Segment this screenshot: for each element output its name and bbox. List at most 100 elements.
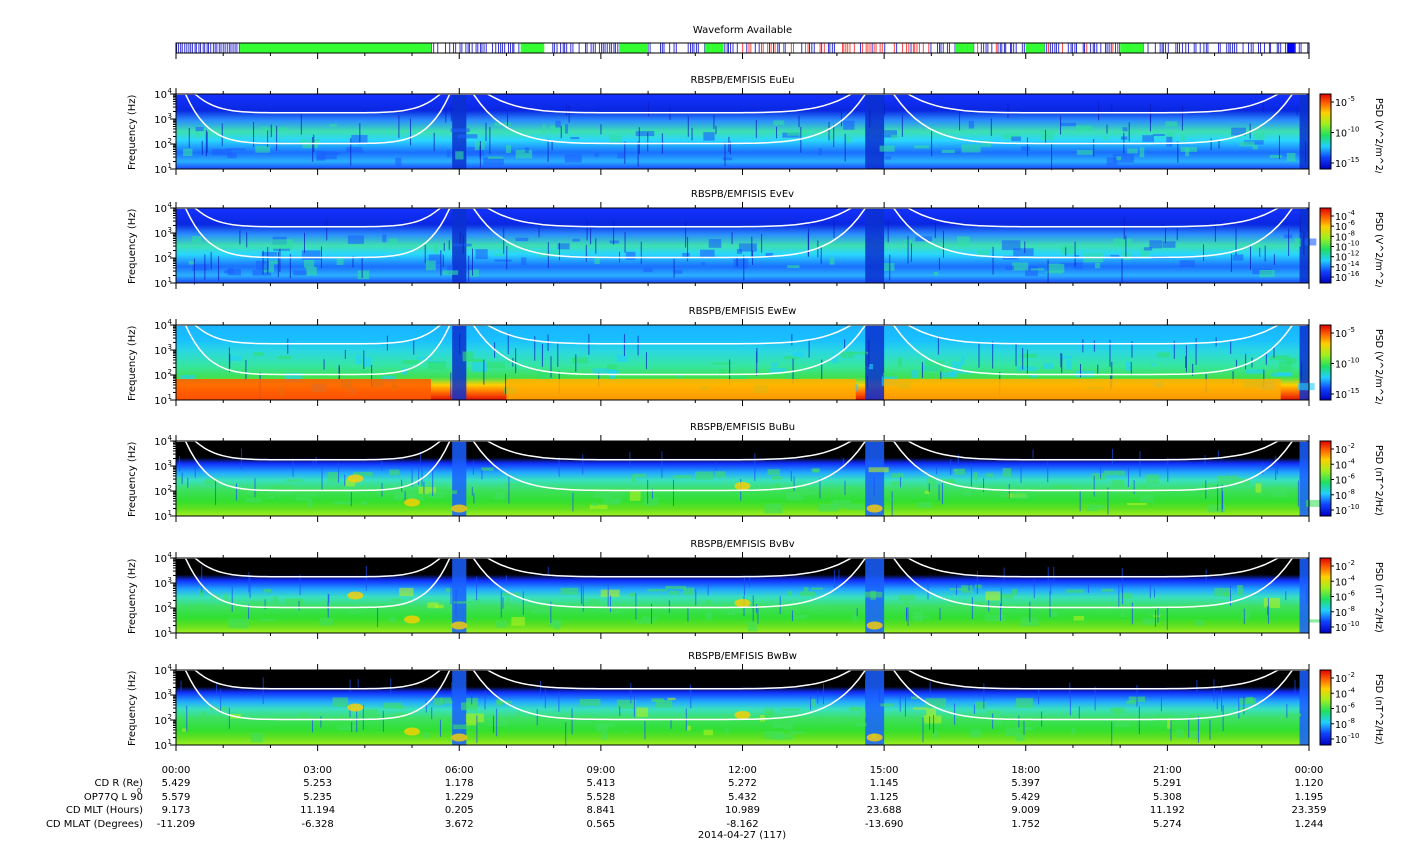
emission-patch — [211, 148, 232, 156]
emission-patch — [622, 730, 627, 733]
emission-patch — [636, 707, 648, 717]
cyclotron-curve — [176, 669, 460, 721]
emission-patch — [1270, 355, 1290, 361]
colorbar-tick-label: 10 — [1335, 689, 1347, 700]
emission-patch — [1059, 262, 1078, 267]
cyclotron-curve — [176, 440, 460, 492]
colorbar-tick-label: 10 — [1335, 608, 1347, 619]
colorbar-tick-exponent: -2 — [1348, 442, 1355, 450]
cyclotron-curve — [879, 557, 1307, 609]
emission-patch — [442, 270, 459, 275]
emission-patch — [525, 147, 529, 153]
emission-patch — [1214, 587, 1233, 597]
y-tick-label: 10 — [154, 165, 167, 176]
ephemeris-value: 1.195 — [1294, 791, 1324, 803]
emission-patch — [521, 257, 527, 266]
emission-patch — [643, 268, 653, 273]
emission-patch — [917, 502, 932, 509]
emission-patch — [474, 598, 481, 607]
emission-patch — [974, 602, 991, 608]
emission-patch — [846, 135, 851, 143]
emission-patch — [651, 698, 664, 702]
emission-patch — [773, 723, 784, 729]
cyclotron-curve — [176, 324, 460, 376]
y-tick-label: 10 — [154, 741, 167, 752]
emission-patch — [553, 619, 560, 630]
emission-patch — [631, 475, 636, 483]
emission-patch — [1075, 125, 1092, 132]
emission-patch — [1051, 612, 1058, 617]
emission-patch — [1111, 479, 1125, 488]
emission-patch — [940, 372, 957, 378]
emission-patch — [986, 473, 994, 477]
emission-patch — [353, 471, 373, 477]
emission-patch — [1295, 238, 1301, 247]
y-tick-exponent: 2 — [168, 368, 172, 376]
bright-spot — [347, 474, 364, 483]
emission-patch — [606, 364, 617, 371]
emission-patch — [201, 711, 207, 717]
emission-patch — [934, 271, 939, 276]
colorbar-tick-exponent: -10 — [1348, 503, 1359, 511]
emission-patch — [1254, 133, 1265, 141]
emission-patch — [433, 697, 443, 706]
emission-patch — [457, 134, 478, 139]
colorbar-tick-label: 10 — [1335, 491, 1347, 502]
emission-patch — [418, 486, 437, 494]
bright-spot — [347, 703, 364, 712]
emission-patch — [465, 713, 484, 723]
emission-patch — [609, 134, 622, 143]
emission-patch — [961, 144, 981, 153]
y-tick-exponent: 4 — [168, 87, 173, 95]
emission-patch — [229, 355, 243, 361]
y-tick-exponent: 4 — [168, 551, 173, 559]
panel-title: RBSPB/EMFISIS EwEw — [688, 306, 797, 317]
emission-patch — [667, 697, 676, 700]
emission-patch — [1120, 593, 1133, 599]
colorbar-tick-exponent: -10 — [1348, 126, 1359, 134]
cyclotron-curve — [176, 93, 460, 114]
y-tick-exponent: 1 — [168, 738, 172, 746]
ephemeris-label: OP77Q L 90 — [83, 791, 143, 803]
emission-patch — [580, 718, 593, 723]
waveform-burst-segment — [619, 43, 649, 53]
colorbar-tick-label: 10 — [1335, 577, 1347, 588]
emission-patch — [818, 503, 839, 512]
emission-patch — [914, 145, 930, 149]
emission-patch — [1270, 486, 1287, 497]
bright-spot — [734, 599, 751, 607]
perigee-band — [865, 208, 885, 283]
emission-patch — [336, 258, 344, 265]
emission-patch — [1016, 732, 1025, 742]
emission-patch — [1115, 721, 1130, 728]
emission-patch — [195, 126, 204, 132]
emission-patch — [949, 588, 967, 591]
cyclotron-curve — [459, 324, 880, 345]
spectrogram-panel: 10 110 210 310 410 -210 -410 -610 -810 -10 — [154, 663, 1359, 752]
emission-patch — [383, 702, 402, 709]
emission-patch — [910, 696, 919, 700]
spectrogram-background — [176, 558, 1309, 633]
emission-patch — [494, 492, 505, 500]
emission-patch — [922, 721, 926, 726]
perigee-band — [1299, 94, 1309, 169]
emission-patch — [1156, 352, 1170, 358]
cyclotron-curve — [879, 557, 1307, 578]
emission-patch — [840, 351, 853, 358]
emission-patch — [423, 732, 429, 739]
colorbar-tick-exponent: -2 — [1348, 559, 1355, 567]
y-axis-label: Frequency (Hz) — [127, 94, 138, 170]
emission-patch — [852, 613, 857, 622]
emission-patch — [348, 610, 361, 614]
emission-patch — [641, 616, 658, 621]
ephemeris-value: 9.009 — [1011, 805, 1041, 816]
colorbar-tick-exponent: -15 — [1348, 387, 1359, 395]
emission-patch — [1146, 474, 1159, 484]
emission-patch — [1278, 360, 1293, 371]
emission-patch — [467, 265, 473, 271]
bright-spot — [734, 482, 751, 490]
emission-patch — [588, 599, 600, 606]
colorbar-tick-exponent: -16 — [1348, 270, 1360, 278]
panel-title: RBSPB/EMFISIS BvBv — [690, 539, 795, 550]
emission-patch — [813, 469, 819, 473]
